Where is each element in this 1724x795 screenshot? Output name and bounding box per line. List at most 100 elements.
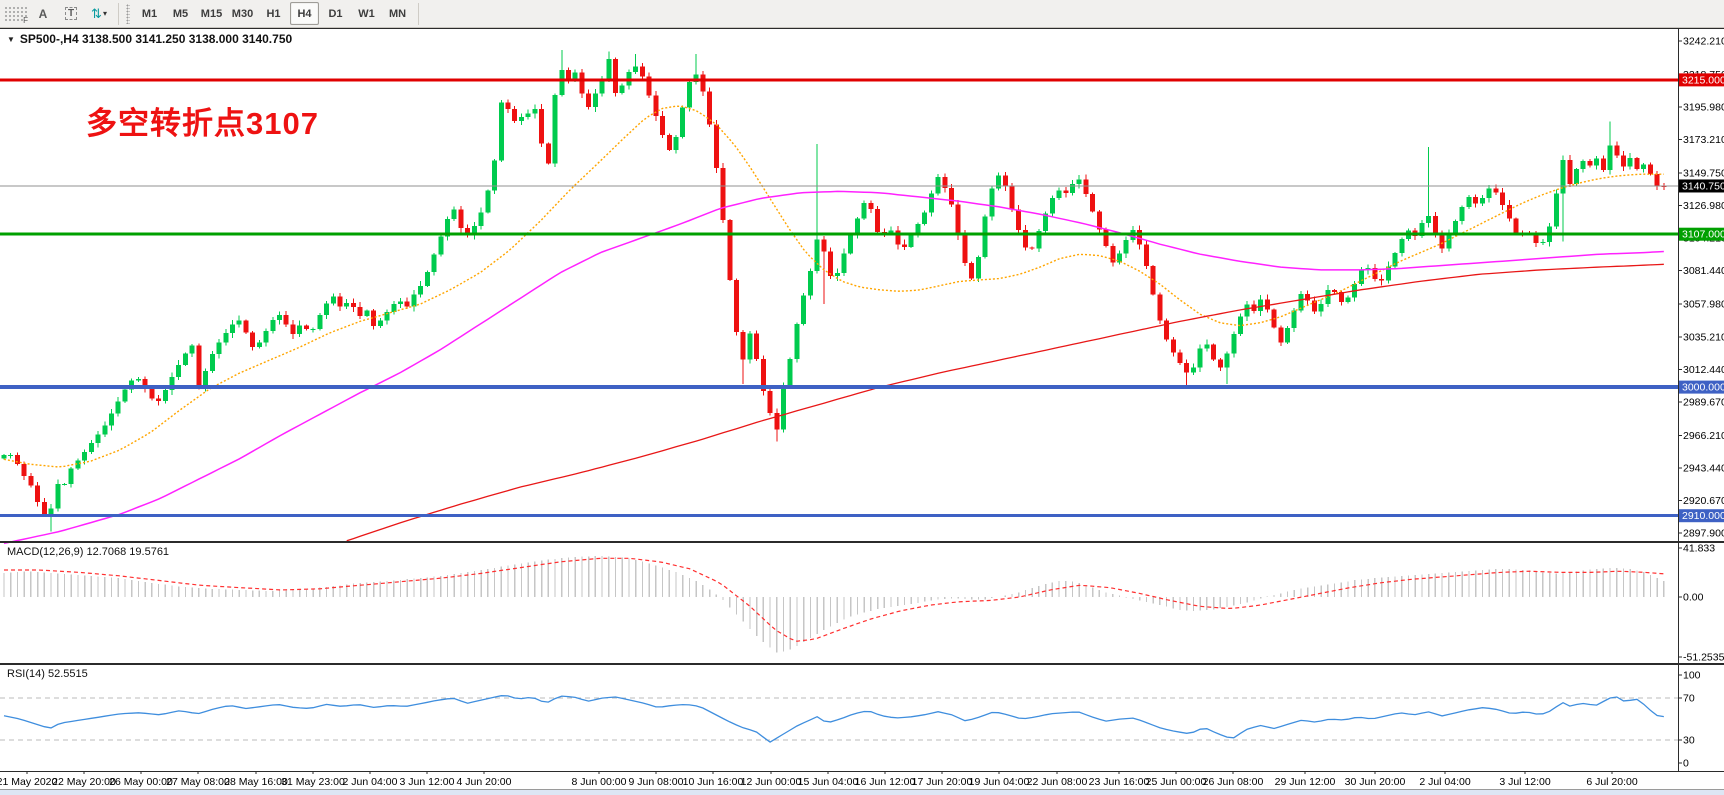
price-tick-label: 3057.980 [1683,299,1724,311]
price-tick-label: 3012.440 [1683,364,1724,376]
price-tick-label: 3173.210 [1683,134,1724,146]
time-tick-label: 3 Jun 12:00 [400,776,455,788]
time-tick-label: 2 Jun 04:00 [343,776,398,788]
candlestick-series [1,49,1667,532]
macd-panel [3,556,1665,653]
toolbar-separator [418,2,419,25]
timeframe-button-mn[interactable]: MN [388,7,407,20]
ohlc-quote-text: SP500-,H4 3138.500 3141.250 3138.000 314… [19,32,293,46]
timeframe-buttons: M1 M5 M15 M30 H1 H4 D1 W1 MN [134,2,413,25]
time-tick-label: 3 Jul 12:00 [1499,776,1551,788]
time-tick-label: 17 Jun 20:00 [912,776,973,788]
ma-mid-line [3,190,1664,545]
rsi-tick-label: 70 [1683,693,1695,705]
macd-signal-line [4,557,1664,642]
chart-area: 3242.2103218.7503195.9803173.2103149.750… [0,28,1724,790]
macd-tick-label: 41.833 [1683,542,1715,554]
time-tick-label: 28 May 16:00 [224,776,288,788]
ma-slow-line [346,263,1664,542]
timeframe-group-handle[interactable] [126,3,130,24]
rsi-tick-label: 30 [1683,735,1695,747]
timeframe-button-m1[interactable]: M1 [141,7,158,20]
price-badge-label: 3107.000 [1682,229,1724,241]
time-tick-label: 30 Jun 20:00 [1345,776,1406,788]
rsi-tick-label: 100 [1683,670,1701,682]
time-tick-label: 12 Jun 00:00 [741,776,802,788]
time-tick-label: 29 Jun 12:00 [1275,776,1336,788]
price-tick-label: 3081.440 [1683,265,1724,277]
text-box-tool-button[interactable]: T [57,2,85,26]
rsi-indicator-label: RSI(14) 52.5515 [7,668,88,680]
toolbar: F A T ⇅ ▾ M1 M5 M15 M30 H1 H4 D1 W1 MN [0,0,1724,28]
timeframe-button-h1[interactable]: H1 [266,7,281,20]
time-tick-label: 4 Jun 20:00 [457,776,512,788]
arrows-tool-button[interactable]: ⇅ ▾ [85,2,113,26]
panel-borders [0,28,1724,790]
toolbar-separator [118,2,119,25]
timeframe-button-h4[interactable]: H4 [290,2,319,25]
timeframe-button-m30[interactable]: M30 [231,7,254,20]
time-tick-label: 21 May 2020 [0,776,58,788]
price-badge [1679,509,1724,523]
ma-fast-line [3,105,1664,468]
price-scale[interactable]: 3242.2103218.7503195.9803173.2103149.750… [1678,35,1724,770]
price-tick-label: 3035.210 [1683,331,1724,343]
text-label-tool-button[interactable]: A [38,6,48,21]
price-tick-label: 3149.750 [1683,168,1724,180]
chevron-down-icon: ▾ [102,9,107,18]
price-tick-label: 2920.670 [1683,495,1724,507]
arrows-icon: ⇅ [91,5,102,21]
time-tick-label: 19 Jun 04:00 [969,776,1030,788]
time-tick-label: 6 Jul 20:00 [1586,776,1638,788]
timeframe-button-m5[interactable]: M5 [172,7,189,20]
toolbar-drag-handle-icon[interactable]: F [3,4,29,25]
rsi-tick-label: 0 [1683,758,1689,770]
status-strip [0,790,1724,795]
macd-tick-label: 0.00 [1683,591,1704,603]
price-tick-label: 2966.210 [1683,430,1724,442]
time-tick-label: 26 May 00:00 [109,776,173,788]
timeframe-button-w1[interactable]: W1 [358,7,375,20]
time-tick-label: 2 Jul 04:00 [1419,776,1471,788]
price-badge [1679,380,1724,394]
time-tick-label: 22 Jun 08:00 [1027,776,1088,788]
annotation-text[interactable]: 多空转折点3107 [86,106,319,141]
price-tick-label: 3195.980 [1683,102,1724,114]
time-tick-label: 15 Jun 04:00 [798,776,859,788]
price-tick-label: 2943.440 [1683,462,1724,474]
time-tick-label: 10 Jun 16:00 [683,776,744,788]
macd-tick-label: -51.2535 [1683,651,1724,663]
time-tick-label: 31 May 23:00 [281,776,345,788]
time-tick-label: 26 Jun 08:00 [1203,776,1264,788]
price-badge [1679,179,1724,193]
time-tick-label: 27 May 08:00 [166,776,230,788]
collapse-icon[interactable]: ▼ [7,35,15,44]
chart-canvas[interactable]: 3242.2103218.7503195.9803173.2103149.750… [0,28,1724,790]
price-tick-label: 3126.980 [1683,200,1724,212]
price-badge-label: 3140.750 [1682,180,1724,192]
price-tick-label: 2897.900 [1683,527,1724,539]
time-tick-label: 25 Jun 00:00 [1146,776,1207,788]
price-badge [1679,227,1724,241]
timeframe-button-m15[interactable]: M15 [200,7,223,20]
time-tick-label: 16 Jun 12:00 [855,776,916,788]
price-badges: 3215.000 3107.000 3000.000 2910.000 3140.750 [1679,73,1724,523]
price-tick-label: 2989.670 [1683,396,1724,408]
macd-indicator-label: MACD(12,26,9) 12.7068 19.5761 [7,546,170,558]
time-tick-label: 9 Jun 08:00 [629,776,684,788]
price-badge-label: 3215.000 [1682,74,1724,86]
horizontal-lines[interactable] [0,78,1678,518]
rsi-panel [0,695,1678,743]
price-tick-label: 3242.210 [1683,35,1724,47]
price-badge [1679,73,1724,87]
chart-title: ▼ SP500-,H4 3138.500 3141.250 3138.000 31… [7,32,292,46]
rsi-line [3,695,1664,743]
price-badge-label: 2910.000 [1682,510,1724,522]
timeframe-button-d1[interactable]: D1 [328,7,343,20]
time-tick-label: 22 May 20:00 [52,776,116,788]
time-tick-label: 23 Jun 16:00 [1089,776,1150,788]
time-tick-label: 8 Jun 00:00 [572,776,627,788]
price-badge-label: 3000.000 [1682,382,1724,394]
